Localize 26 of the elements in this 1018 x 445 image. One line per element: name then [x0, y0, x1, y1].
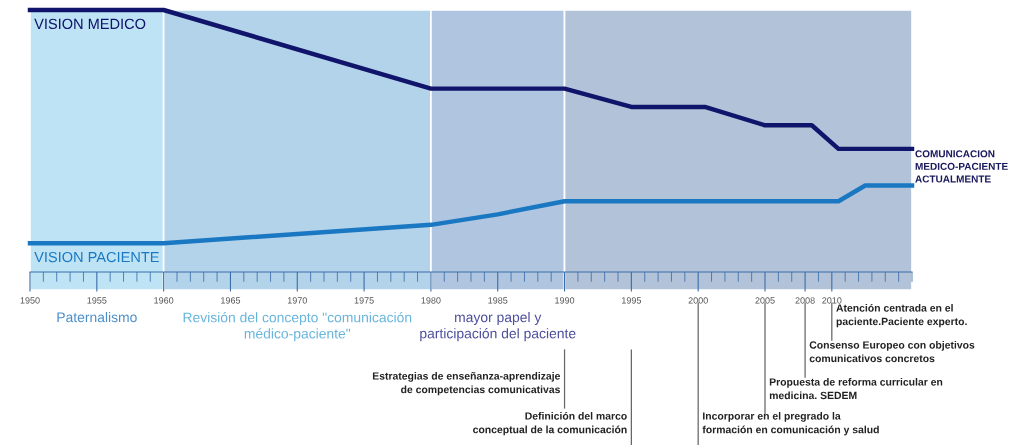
ref-line-label: Consenso Europeo con objetivos comunicativos concretos — [809, 341, 975, 363]
x-tick-label: 1995 — [622, 297, 642, 304]
x-tick-label: 2008 — [795, 297, 815, 304]
series-label: VISION PACIENTE — [34, 251, 159, 263]
x-tick-label: 1990 — [555, 297, 575, 304]
x-tick-label: 1975 — [354, 297, 374, 304]
ref-line-label: Propuesta de reforma curricular en medicina. SEDEM — [769, 378, 943, 400]
x-tick-label: 2010 — [822, 297, 842, 304]
band-label: Paternalismo — [57, 312, 137, 323]
x-tick-label: 1955 — [87, 297, 107, 304]
x-tick-label: 1980 — [421, 297, 441, 304]
x-tick-label: 1965 — [221, 297, 241, 304]
ref-line-label: Atención centrada en el paciente.Paciente experto. — [836, 303, 967, 328]
x-tick-label: 2000 — [688, 297, 708, 304]
x-tick-label: 1950 — [20, 297, 40, 304]
x-tick-label: 1985 — [488, 297, 508, 304]
ref-line-label: Incorporar en el pregrado la formación en comunicación y salud — [702, 412, 879, 436]
series-label: VISION MEDICO — [34, 18, 146, 30]
x-tick-label: 1960 — [154, 297, 174, 304]
ref-line-label: Definición del marco conceptual de la comunicación — [473, 411, 627, 436]
band-label: mayor papel y participación del paciente — [420, 312, 576, 342]
x-tick-label: 2005 — [755, 297, 775, 304]
x-tick-label: 1970 — [287, 297, 307, 304]
text: COMUNICACION MEDICO-PACIENTE ACTUALMENTE — [915, 150, 1008, 183]
ref-line-label: Estrategias de enseñanza-aprendizaje de competencias comunicativas — [372, 372, 561, 396]
band-label: Revisión del concepto "comunicación médico-paciente" — [183, 312, 412, 342]
